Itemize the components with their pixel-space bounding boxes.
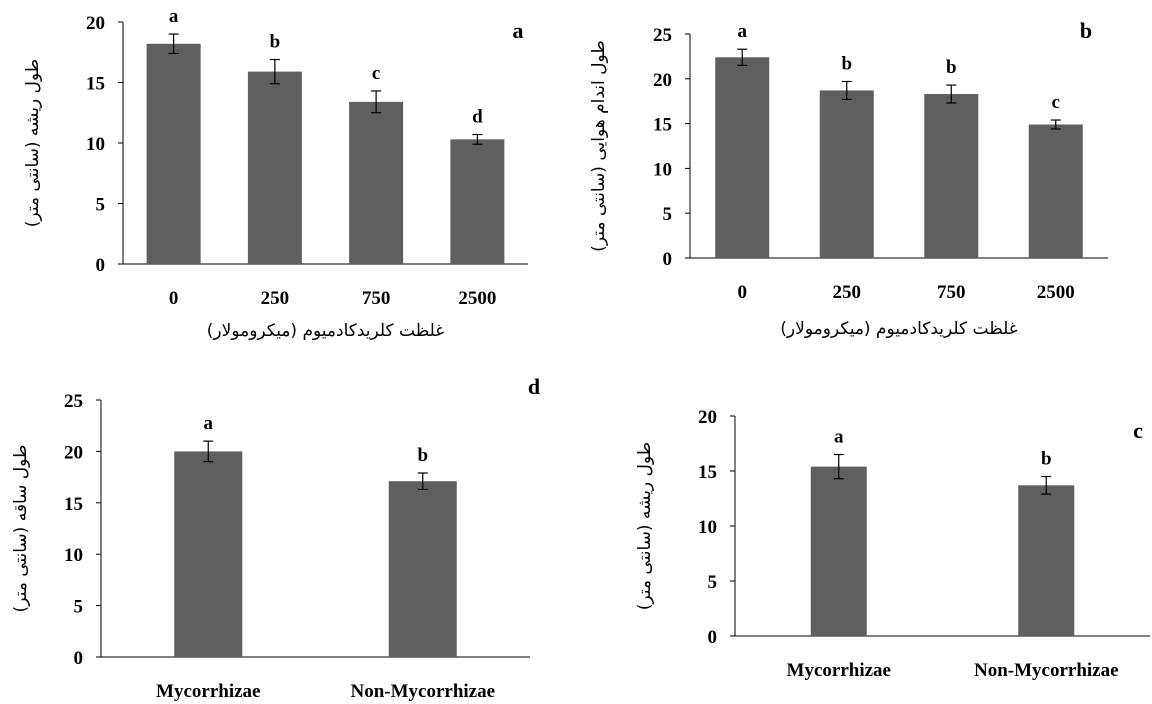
y-tick-label: 5 <box>96 195 106 216</box>
y-tick-label: 10 <box>698 517 717 538</box>
significance-letter: a <box>169 6 179 27</box>
panel-label: d <box>528 374 540 399</box>
x-axis-title: غلظت کلریدکادمیوم (میکرومولار) <box>780 319 1017 339</box>
x-tick-label: Mycorrhizae <box>156 681 260 702</box>
bar <box>1028 124 1083 258</box>
chart-panel-d: 0 5 10 15 20 25 a Mycorrhizae b Non-Mycorrhizae d ط… <box>11 374 540 702</box>
y-tick-label: 25 <box>653 25 672 46</box>
x-tick-label: 2500 <box>1037 282 1075 303</box>
panel-label: c <box>1133 418 1143 443</box>
y-tick-label: 0 <box>708 627 718 648</box>
y-tick-label: 0 <box>74 648 84 669</box>
significance-letter: b <box>1041 449 1052 470</box>
x-tick-label: 0 <box>738 282 748 303</box>
x-tick-label: 750 <box>937 282 966 303</box>
chart-panel-c: 0 5 10 15 20 a Mycorrhizae b Non-Mycorrhizae c طول… <box>635 407 1150 681</box>
bar <box>715 57 770 258</box>
y-axis-title: طول ریشه (سانتی متر) <box>23 59 43 227</box>
significance-letter: b <box>946 57 957 78</box>
significance-letter: c <box>372 63 380 84</box>
y-axis-title: طول ریشه (سانتی متر) <box>635 442 655 610</box>
y-tick-label: 15 <box>64 494 83 515</box>
y-axis-title: طول ساقه (سانتی متر) <box>11 445 31 613</box>
panel-label: a <box>513 18 524 43</box>
bar <box>146 43 201 264</box>
y-tick-label: 5 <box>74 597 84 618</box>
y-tick-label: 0 <box>96 255 106 276</box>
chart-panel-a: 0 5 10 15 20 a 0 b 250 c 750 d 2500 a غلظت کلریدکادمیو… <box>23 6 528 341</box>
panel-label: b <box>1080 18 1092 43</box>
y-tick-label: 20 <box>86 13 105 34</box>
x-tick-label: 250 <box>261 288 290 309</box>
significance-letter: d <box>472 107 483 128</box>
bar <box>819 90 874 258</box>
significance-letter: b <box>270 32 281 53</box>
significance-letter: c <box>1052 92 1060 113</box>
y-tick-label: 15 <box>653 115 672 136</box>
bar <box>450 139 505 264</box>
y-tick-label: 10 <box>64 545 83 566</box>
x-tick-label: 0 <box>169 288 179 309</box>
bar <box>810 466 867 636</box>
x-tick-label: Mycorrhizae <box>787 660 891 681</box>
bar <box>247 71 302 264</box>
x-tick-label: 250 <box>833 282 862 303</box>
y-tick-label: 20 <box>64 442 83 463</box>
x-tick-label: Non-Mycorrhizae <box>974 660 1119 681</box>
y-tick-label: 25 <box>64 391 83 412</box>
y-axis-title: طول اندام هوایی (سانتی متر) <box>589 40 609 252</box>
bar <box>349 101 404 264</box>
bar <box>388 481 457 657</box>
y-tick-label: 20 <box>653 70 672 91</box>
y-tick-label: 15 <box>86 74 105 95</box>
significance-letter: b <box>417 445 428 466</box>
x-tick-label: 750 <box>362 288 391 309</box>
y-tick-label: 10 <box>653 159 672 180</box>
y-tick-label: 0 <box>663 249 673 270</box>
significance-letter: b <box>841 53 852 74</box>
bar <box>924 94 979 258</box>
chart-panel-b: 0 5 10 15 20 25 a 0 b 250 b 750 c 2500 b غلظت کلریدکادم… <box>589 18 1108 339</box>
x-axis-title: غلظت کلریدکادمیوم (میکرومولار) <box>207 321 444 341</box>
significance-letter: a <box>204 413 214 434</box>
y-tick-label: 20 <box>698 407 717 428</box>
significance-letter: a <box>834 427 844 448</box>
significance-letter: a <box>738 21 748 42</box>
x-tick-label: Non-Mycorrhizae <box>350 681 495 702</box>
y-tick-label: 15 <box>698 462 717 483</box>
y-tick-label: 10 <box>86 134 105 155</box>
x-tick-label: 2500 <box>458 288 496 309</box>
bar <box>174 451 243 657</box>
y-tick-label: 5 <box>663 204 673 225</box>
y-tick-label: 5 <box>708 572 718 593</box>
bar <box>1018 485 1075 636</box>
